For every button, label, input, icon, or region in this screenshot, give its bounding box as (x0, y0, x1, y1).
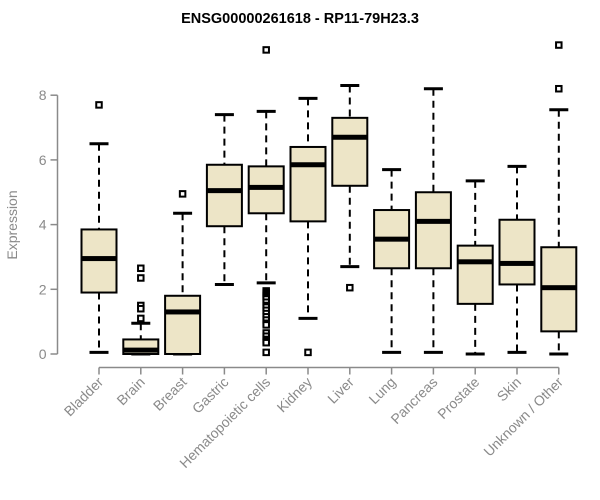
median-line (332, 134, 368, 140)
iqr-box (331, 116, 369, 187)
outlier-point (137, 314, 145, 323)
outlier-point (262, 321, 270, 329)
x-tick-label-bladder: Bladder (61, 374, 107, 420)
box-liver (331, 83, 369, 292)
median-line (290, 162, 326, 168)
outlier-point (137, 304, 145, 313)
box-bladder (80, 101, 118, 354)
median-line (81, 256, 117, 262)
median-line (541, 285, 577, 291)
iqr-box (205, 163, 243, 228)
iqr-box (456, 244, 494, 305)
outlier-point (262, 338, 270, 347)
iqr-box (414, 191, 452, 270)
box-breast (164, 190, 202, 356)
median-line (206, 188, 242, 194)
outlier-point (555, 41, 563, 49)
box-prostate (456, 179, 494, 356)
iqr-box (164, 294, 202, 355)
outlier-point (346, 283, 354, 292)
box-unknown-other (540, 41, 578, 356)
y-tick-label: 4 (39, 217, 47, 233)
y-tick-label: 8 (39, 87, 47, 103)
y-tick-label: 2 (39, 281, 47, 297)
y-axis: 0 2 4 6 8 Expression (4, 87, 59, 362)
x-tick-label-brain: Brain (113, 374, 147, 408)
y-tick-label: 6 (39, 152, 47, 168)
median-line (165, 309, 201, 315)
median-line (457, 259, 493, 265)
outlier-point (262, 348, 270, 357)
outlier-point (95, 101, 103, 109)
median-line (415, 218, 451, 224)
outlier-point (555, 84, 563, 93)
box-gastric (205, 113, 243, 286)
box-skin (498, 164, 536, 354)
box-kidney (289, 96, 327, 357)
box-pancreas (414, 87, 452, 354)
median-line (374, 236, 410, 242)
outlier-point (304, 348, 312, 357)
iqr-box (498, 218, 536, 286)
box-lung (373, 168, 411, 354)
outlier-point (137, 264, 145, 273)
y-axis-title: Expression (4, 190, 20, 259)
y-tick-label: 0 (39, 346, 47, 362)
box-hematopoietic-cells (247, 46, 285, 357)
median-line (499, 260, 535, 266)
x-tick-label-unknown-other: Unknown / Other (480, 374, 566, 460)
box-brain (122, 264, 160, 356)
x-tick-label-lung: Lung (365, 374, 398, 407)
x-tick-label-breast: Breast (150, 374, 190, 414)
median-line (123, 347, 159, 353)
outlier-point (137, 274, 145, 282)
x-tick-label-skin: Skin (494, 374, 525, 405)
x-tick-label-liver: Liver (324, 374, 357, 407)
iqr-box (289, 145, 327, 223)
x-tick-label-kidney: Kidney (274, 374, 316, 416)
x-tick-label-prostate: Prostate (434, 374, 482, 422)
chart-title: ENSG00000261618 - RP11-79H23.3 (181, 11, 419, 27)
median-line (248, 184, 284, 190)
outlier-point (262, 46, 270, 54)
outlier-point (178, 190, 187, 198)
